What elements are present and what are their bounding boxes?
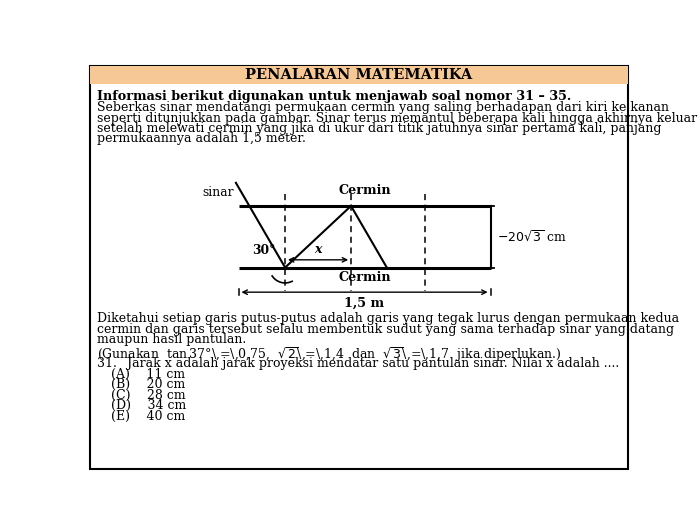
- Text: Cermin: Cermin: [338, 184, 391, 197]
- Text: setelah melewati cermin yang jika di ukur dari titik jatuhnya sinar pertama kali: setelah melewati cermin yang jika di uku…: [97, 122, 662, 135]
- Text: $-20\sqrt{3}$ cm: $-20\sqrt{3}$ cm: [497, 229, 566, 244]
- Text: (B)  20 cm: (B) 20 cm: [111, 378, 185, 391]
- Text: (D)  34 cm: (D) 34 cm: [111, 399, 186, 412]
- Text: 30°: 30°: [253, 244, 276, 257]
- Bar: [90, 66, 628, 84]
- Text: Cermin: Cermin: [338, 271, 391, 285]
- Text: (C)  28 cm: (C) 28 cm: [111, 389, 186, 402]
- Text: seperti ditunjukkan pada gambar. Sinar terus memantul beberapa kali hingga akhir: seperti ditunjukkan pada gambar. Sinar t…: [97, 112, 697, 125]
- Text: permukaannya adalah 1,5 meter.: permukaannya adalah 1,5 meter.: [97, 132, 306, 145]
- Text: PENALARAN MATEMATIKA: PENALARAN MATEMATIKA: [245, 68, 472, 82]
- Text: (E)  40 cm: (E) 40 cm: [111, 409, 185, 423]
- Text: Informasi berikut digunakan untuk menjawab soal nomor 31 – 35.: Informasi berikut digunakan untuk menjaw…: [97, 89, 571, 103]
- Text: 1,5 m: 1,5 m: [344, 297, 384, 310]
- Text: x: x: [314, 243, 322, 256]
- Text: (Gunakan  tan$\,$37°\,=\,0,75,  $\sqrt{2}$\,=\,1,4  dan  $\sqrt{3}$\,=\,1,7  jik: (Gunakan tan$\,$37°\,=\,0,75, $\sqrt{2}$…: [97, 345, 561, 364]
- Text: Diketahui setiap garis putus-putus adalah garis yang tegak lurus dengan permukaa: Diketahui setiap garis putus-putus adala…: [97, 312, 679, 325]
- Text: 31.  Jarak x adalah jarak proyeksi mendatar satu pantulan sinar. Nilai x adalah : 31. Jarak x adalah jarak proyeksi mendat…: [97, 357, 619, 370]
- Text: maupun hasil pantulan.: maupun hasil pantulan.: [97, 333, 246, 346]
- Text: sinar: sinar: [202, 186, 234, 198]
- Text: Seberkas sinar mendatangi permukaan cermin yang saling berhadapan dari kiri ke k: Seberkas sinar mendatangi permukaan cerm…: [97, 101, 668, 114]
- Text: (A)  11 cm: (A) 11 cm: [111, 368, 185, 381]
- Text: cermin dan garis tersebut selalu membentuk sudut yang sama terhadap sinar yang d: cermin dan garis tersebut selalu membent…: [97, 323, 674, 335]
